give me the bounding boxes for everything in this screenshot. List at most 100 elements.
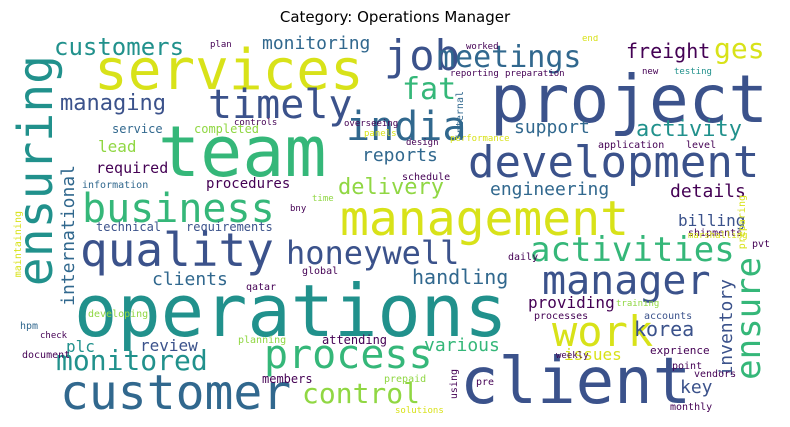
word-monthly: monthly: [670, 402, 713, 413]
word-application: application: [598, 140, 665, 151]
word-planning: planning: [238, 335, 287, 346]
word-customer: customer: [60, 365, 292, 417]
word-solutions: solutions: [395, 406, 444, 416]
word-required: required: [96, 159, 169, 177]
word-marshalling: marshalling: [688, 231, 748, 241]
word-cloud: operations management team project clien…: [12, 35, 778, 417]
word-worked: worked: [466, 42, 499, 52]
word-monitoring: monitoring: [262, 35, 371, 54]
word-controls: controls: [234, 118, 278, 128]
word-qatar: qatar: [246, 282, 277, 293]
word-requirements: requirements: [186, 220, 273, 234]
word-level: level: [686, 140, 717, 151]
chart-title: Category: Operations Manager: [279, 8, 511, 26]
word-managing: managing: [60, 91, 166, 116]
word-point: point: [672, 361, 703, 372]
word-fat: fat: [402, 72, 457, 107]
word-weekly: weekly: [556, 351, 589, 361]
word-control: control: [302, 377, 421, 410]
word-processes: processes: [534, 311, 589, 322]
word-operations: operations: [74, 269, 508, 353]
word-plan: plan: [210, 40, 232, 50]
word-development: development: [468, 137, 760, 188]
word-clients: clients: [152, 269, 228, 290]
word-job: job: [384, 35, 460, 80]
word-activities: activities: [530, 230, 735, 270]
word-daily: daily: [508, 252, 539, 263]
word-prepaid: prepaid: [384, 374, 427, 385]
word-support: support: [514, 117, 590, 138]
word-maintaining: maintaining: [13, 211, 24, 278]
word-testing: testing: [674, 67, 712, 77]
word-various: various: [424, 335, 500, 356]
word-reporting: reporting: [450, 69, 499, 79]
word-key: key: [680, 377, 713, 398]
word-honeywell: honeywell: [286, 234, 460, 272]
word-process: process: [264, 332, 433, 378]
word-review: review: [140, 336, 198, 355]
word-inventory: inventory: [716, 279, 737, 377]
word-customers: customers: [54, 35, 185, 61]
word-shipments: shipments: [688, 228, 743, 239]
word-document: document: [22, 350, 71, 361]
word-attending: attending: [322, 333, 388, 347]
word-members: members: [262, 372, 313, 386]
word-vendors: vendors: [694, 369, 737, 380]
word-timely: timely: [208, 82, 353, 128]
word-activity: activity: [636, 117, 742, 142]
word-end: end: [582, 35, 599, 44]
word-design: design: [406, 138, 439, 148]
word-handling: handling: [412, 265, 509, 289]
word-providing: providing: [528, 293, 615, 312]
word-services: services: [94, 38, 364, 103]
word-issues: issues: [564, 345, 622, 364]
word-procedures: procedures: [206, 176, 291, 192]
word-india: india: [346, 104, 467, 150]
word-service: service: [112, 122, 163, 136]
word-ges: ges: [714, 35, 765, 65]
word-quality: quality: [80, 223, 274, 277]
word-client: client: [460, 345, 692, 417]
word-accounts: accounts: [644, 311, 693, 322]
word-using: using: [449, 369, 460, 400]
word-performance: performance: [450, 134, 510, 144]
word-manager: manager: [542, 258, 711, 304]
word-freight: freight: [626, 39, 711, 63]
word-time: time: [312, 194, 334, 204]
word-meetings: meetings: [437, 40, 582, 75]
word-hpm: hpm: [20, 321, 39, 332]
word-preparation: preparation: [505, 69, 565, 79]
word-developing: developing: [88, 309, 149, 320]
word-billing: billing: [678, 211, 746, 230]
word-preparing: preparing: [737, 195, 748, 250]
word-bny: bny: [290, 204, 307, 214]
word-project: project: [490, 61, 769, 138]
word-management: management: [340, 191, 629, 247]
word-overseeing: overseeing: [344, 119, 399, 129]
word-ensure: ensure: [729, 257, 769, 380]
word-plc: plc: [66, 337, 95, 356]
word-reports: reports: [362, 145, 438, 166]
word-details: details: [670, 181, 746, 202]
word-new: new: [642, 67, 659, 77]
word-training: training: [616, 299, 660, 309]
word-korea: korea: [634, 317, 695, 341]
word-work: work: [552, 307, 654, 356]
word-completed: completed: [194, 122, 260, 136]
word-internal: internal: [455, 91, 466, 140]
word-exprience: exprience: [650, 344, 710, 357]
word-pvt: pvt: [752, 239, 771, 250]
word-schedule: schedule: [402, 172, 451, 183]
word-delivery: delivery: [338, 175, 444, 200]
word-global: global: [302, 266, 339, 277]
word-check: check: [40, 331, 68, 341]
word-business: business: [82, 186, 275, 232]
word-team: team: [158, 111, 327, 193]
word-engineering: engineering: [490, 179, 610, 200]
word-information: information: [82, 180, 149, 191]
word-pre: pre: [476, 377, 495, 388]
word-international: international: [58, 165, 79, 306]
word-monitored: monitored: [56, 344, 208, 377]
word-panels: panels: [364, 129, 397, 139]
word-technical: technical: [96, 220, 162, 234]
